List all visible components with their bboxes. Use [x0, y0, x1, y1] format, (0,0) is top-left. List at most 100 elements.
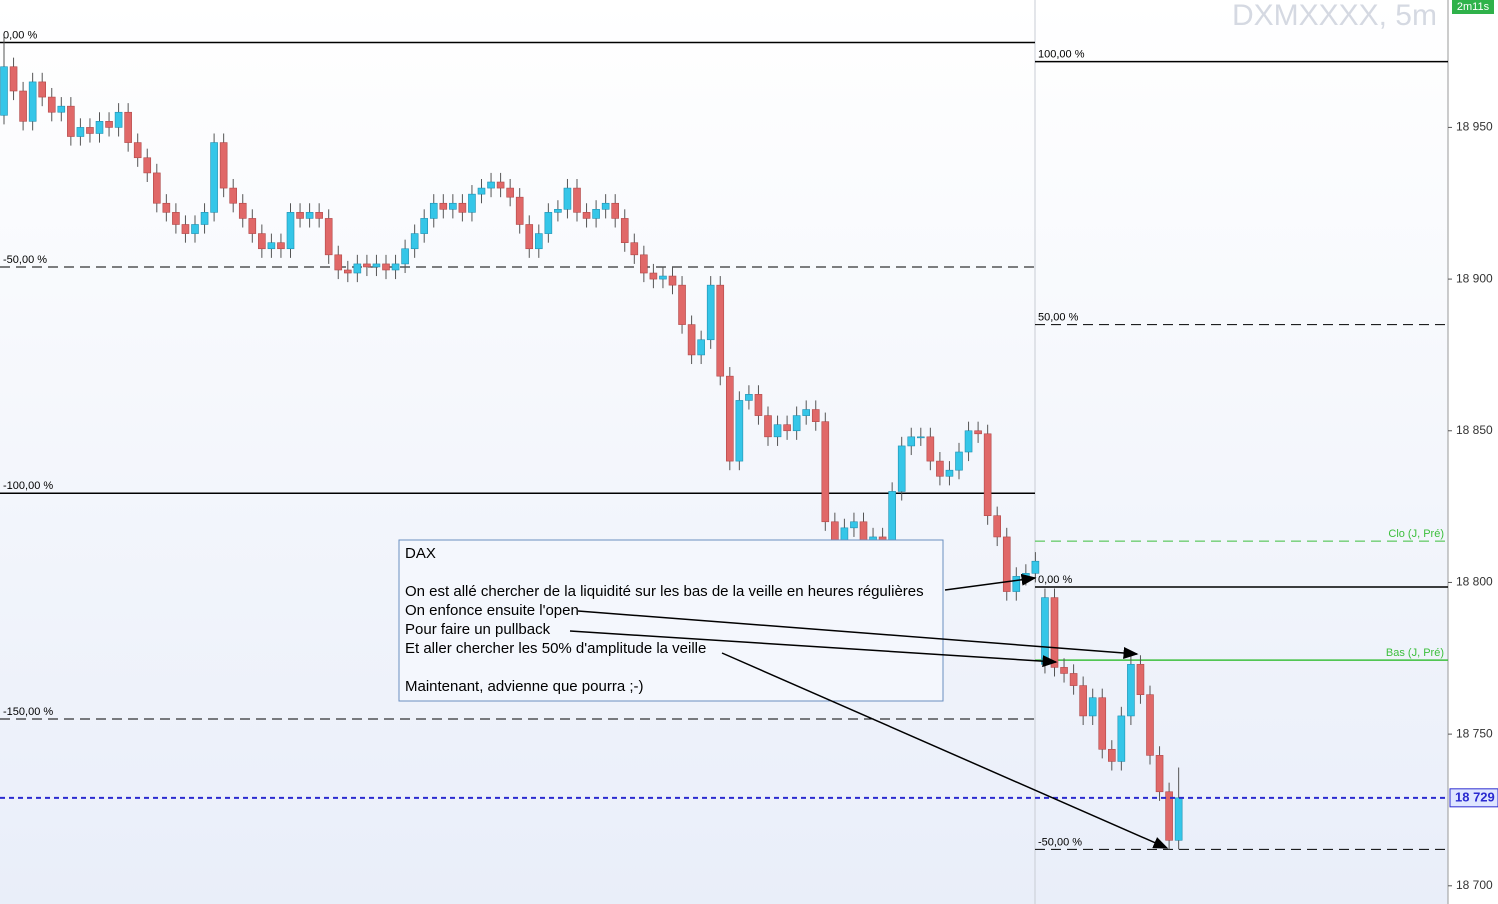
candle-body	[936, 460, 944, 477]
candle-body	[28, 81, 37, 122]
candle-body	[1108, 748, 1116, 762]
candle-body	[1050, 597, 1059, 668]
candle-body	[916, 436, 925, 439]
candle-body	[334, 254, 343, 271]
level-label: -150,00 %	[3, 706, 53, 718]
candle-body	[47, 96, 56, 113]
candle-body	[286, 212, 295, 250]
candle-body	[114, 111, 123, 128]
candle-body	[353, 263, 362, 274]
candle-body	[534, 233, 543, 250]
candle-body	[554, 209, 562, 213]
candle-body	[993, 515, 1002, 538]
chart-title: DXMXXXX, 5m	[1232, 0, 1437, 32]
y-tick-label: 18 950	[1456, 120, 1493, 134]
candle-body	[687, 324, 696, 356]
candle-body	[229, 187, 237, 204]
candle-body	[420, 218, 429, 234]
arrow	[944, 573, 1037, 591]
candle-body	[955, 451, 963, 471]
candle-body	[783, 424, 791, 432]
candle-body	[735, 400, 744, 462]
candle-body	[143, 157, 152, 174]
candle-body	[678, 284, 686, 325]
candle-body	[1041, 597, 1049, 665]
candle-body	[907, 436, 916, 447]
candle-body	[1012, 576, 1021, 592]
candle-body	[172, 212, 180, 225]
candle-body	[1088, 697, 1097, 717]
candle-body	[640, 254, 648, 274]
candle-body	[1127, 664, 1135, 717]
candle-body	[391, 263, 400, 271]
candle-body	[888, 491, 896, 547]
candle-body	[1022, 573, 1030, 577]
candle-body	[458, 202, 467, 213]
candle-body	[410, 233, 419, 250]
arrow	[721, 652, 1169, 849]
level-label: 100,00 %	[1038, 48, 1085, 60]
candle-body	[76, 127, 85, 137]
candle-body	[983, 433, 992, 517]
arrow	[569, 630, 1058, 668]
candle-body	[487, 181, 495, 189]
candle-body	[9, 66, 18, 92]
annotation-line: Et aller chercher les 50% d'amplitude la…	[405, 640, 706, 657]
y-tick-label: 18 700	[1456, 878, 1493, 892]
candle-body	[649, 272, 658, 280]
candle-body	[706, 284, 715, 341]
candle-body	[1069, 673, 1078, 686]
candle-body	[697, 339, 705, 356]
level-label: 50,00 %	[1038, 311, 1079, 323]
candle-body	[191, 224, 199, 234]
candle-body	[1098, 697, 1107, 750]
y-tick-label: 18 800	[1456, 575, 1493, 589]
candle-body	[1174, 797, 1183, 841]
candle-body	[506, 187, 514, 198]
candle-body	[305, 212, 314, 219]
candle-body	[258, 233, 266, 250]
level-label: Bas (J, Pré)	[1386, 647, 1444, 659]
candle-body	[429, 202, 438, 219]
candle-body	[544, 212, 553, 234]
candle-body	[668, 275, 677, 286]
candle-body	[0, 66, 8, 116]
candle-body	[124, 111, 132, 143]
candle-body	[382, 263, 390, 271]
annotation-line: On est allé chercher de la liquidité sur…	[405, 583, 924, 600]
candle-body	[468, 193, 476, 213]
timer-box	[1452, 0, 1494, 14]
y-tick-label: 18 850	[1456, 423, 1493, 437]
candle-body	[601, 202, 610, 210]
candle-body	[210, 142, 218, 213]
candle-body	[773, 424, 782, 438]
candle-body	[745, 394, 753, 401]
candle-body	[1117, 715, 1126, 762]
candle-body	[1155, 755, 1164, 793]
candle-body	[315, 212, 323, 219]
candle-body	[19, 90, 27, 122]
candle-body	[754, 394, 763, 416]
candle-body	[974, 430, 982, 435]
candle-body	[821, 421, 830, 523]
candle-body	[802, 409, 811, 416]
candle-body	[95, 121, 104, 134]
candle-body	[153, 172, 161, 204]
candle-body	[792, 415, 801, 432]
arrow	[577, 610, 1139, 659]
candle-body	[200, 212, 209, 225]
timer: 2m11s	[1457, 1, 1490, 13]
candle-body	[401, 248, 409, 265]
candle-body	[219, 142, 228, 189]
y-tick-label: 18 900	[1456, 271, 1493, 285]
candle-body	[1060, 667, 1068, 674]
candle-body	[811, 409, 820, 422]
current-price-label: 18 729	[1455, 789, 1495, 804]
candle-body	[86, 127, 94, 134]
candle-body	[1031, 560, 1040, 574]
level-label: -50,00 %	[1038, 836, 1082, 848]
candle-body	[105, 121, 113, 128]
candle-body	[57, 105, 66, 113]
candle-body	[582, 212, 591, 219]
